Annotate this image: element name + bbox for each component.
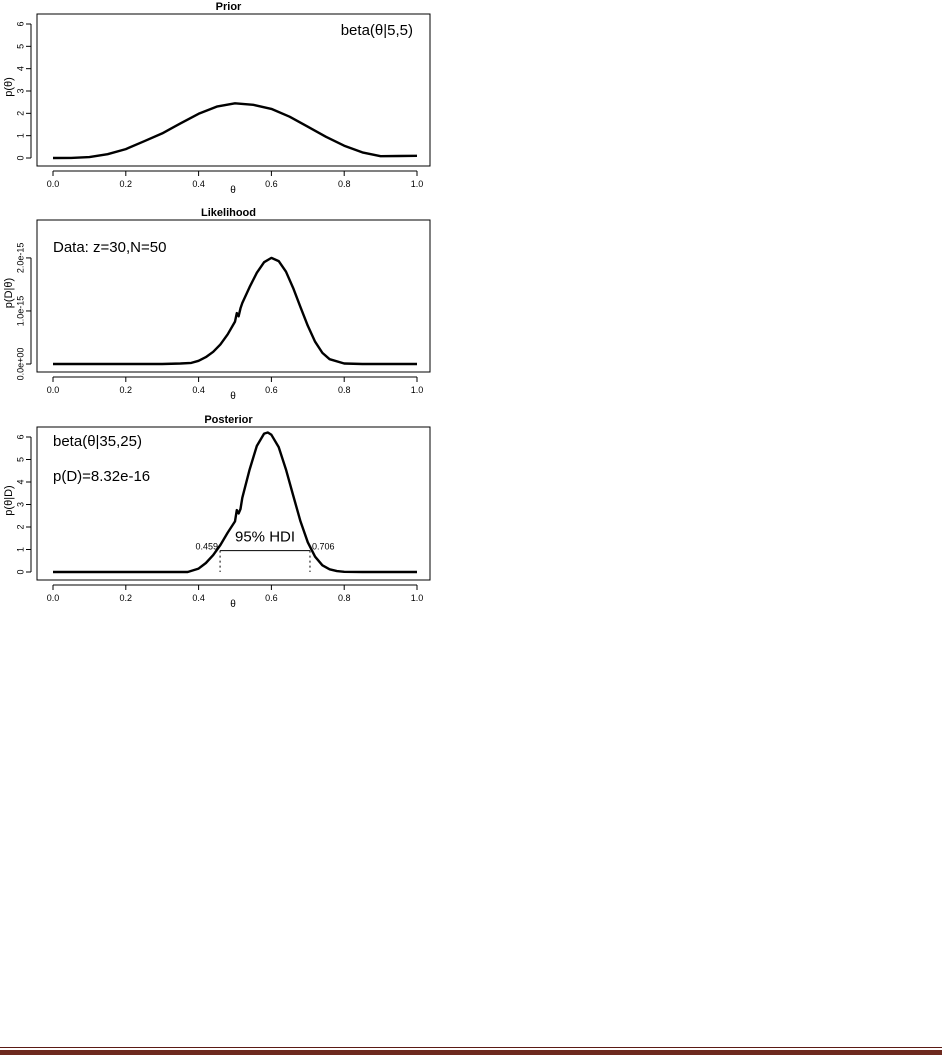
posterior-y-tick-label: 0	[15, 569, 25, 574]
prior-annotation: beta(θ|5,5)	[341, 22, 413, 39]
footer-bar	[0, 1050, 942, 1055]
likelihood-x-tick-label: 0.4	[192, 385, 205, 395]
posterior-y-tick-label: 3	[15, 502, 25, 507]
posterior-plot-frame	[36, 426, 431, 581]
prior-y-tick-label: 6	[15, 21, 25, 26]
posterior-x-tick-label: 0.8	[338, 593, 351, 603]
posterior-y-tick-label: 5	[15, 457, 25, 462]
posterior-title: Posterior	[204, 414, 253, 426]
posterior-y-tick-label: 1	[15, 547, 25, 552]
prior-curve	[52, 102, 418, 160]
likelihood-plot-frame	[36, 219, 431, 373]
likelihood-x-axis-label: θ	[230, 391, 236, 402]
posterior-curve	[53, 431, 417, 574]
likelihood-x-tick-label: 0.0	[47, 385, 60, 395]
likelihood-y-tick-label: 0.0e+00	[15, 348, 25, 381]
likelihood-y-tick-label: 2.0e-15	[15, 243, 25, 274]
posterior-panel: Posterior 0.0 0.2 0.4 0.6 0.8 1.0 θ 0 1 2 3 4 5 6 p(θ|D…	[3, 414, 431, 610]
prior-y-tick-label: 4	[15, 66, 25, 71]
prior-title: Prior	[216, 1, 242, 13]
hdi-low-label: 0.459	[196, 542, 219, 552]
prior-x-tick-label: 1.0	[411, 179, 424, 189]
likelihood-x-tick-label: 1.0	[411, 385, 424, 395]
prior-y-axis-label: p(θ)	[3, 77, 15, 97]
likelihood-panel: Likelihood 0.0 0.2 0.4 0.6 0.8 1.0 θ 0.0e+00 1.0e…	[3, 207, 431, 402]
posterior-x-tick-label: 1.0	[411, 593, 424, 603]
prior-x-tick-label: 0.2	[120, 179, 133, 189]
likelihood-y-tick-label: 1.0e-15	[15, 296, 25, 327]
posterior-x-tick-label: 0.6	[265, 593, 278, 603]
prior-y-tick-label: 5	[15, 44, 25, 49]
prior-x-axis-label: θ	[230, 185, 236, 196]
posterior-y-axis-label: p(θ|D)	[3, 485, 15, 515]
likelihood-curve	[53, 256, 417, 366]
prior-y-tick-label: 2	[15, 111, 25, 116]
posterior-annotation: beta(θ|35,25)	[53, 433, 142, 450]
page-footer-rule	[0, 1047, 942, 1056]
posterior-y-tick-label: 2	[15, 524, 25, 529]
likelihood-x-tick-label: 0.2	[120, 385, 133, 395]
likelihood-annotation: Data: z=30,N=50	[53, 239, 166, 256]
prior-y-tick-label: 3	[15, 88, 25, 93]
prior-x-tick-label: 0.6	[265, 179, 278, 189]
likelihood-x-tick-label: 0.8	[338, 385, 351, 395]
posterior-y-tick-label: 4	[15, 479, 25, 484]
posterior-y-tick-label: 6	[15, 434, 25, 439]
likelihood-x-tick-label: 0.6	[265, 385, 278, 395]
prior-x-tick-label: 0.0	[47, 179, 60, 189]
prior-y-tick-label: 0	[15, 155, 25, 160]
hdi-label: 95% HDI	[235, 529, 295, 546]
posterior-x-axis-label: θ	[230, 599, 236, 610]
prior-x-tick-label: 0.8	[338, 179, 351, 189]
posterior-annotation: p(D)=8.32e-16	[53, 468, 150, 485]
likelihood-y-axis-label: p(D|θ)	[3, 278, 15, 308]
posterior-x-tick-label: 0.0	[47, 593, 60, 603]
posterior-x-tick-label: 0.4	[192, 593, 205, 603]
prior-panel: Prior 0.0 0.2 0.4 0.6 0.8 1.0 θ 0 1 2 3 4 5 6 p(θ) beta(…	[3, 1, 431, 196]
likelihood-title: Likelihood	[201, 207, 256, 219]
hdi-high-label: 0.706	[312, 542, 335, 552]
prior-x-tick-label: 0.4	[192, 179, 205, 189]
prior-plot-frame	[36, 13, 431, 167]
prior-y-tick-label: 1	[15, 133, 25, 138]
posterior-x-tick-label: 0.2	[120, 593, 133, 603]
